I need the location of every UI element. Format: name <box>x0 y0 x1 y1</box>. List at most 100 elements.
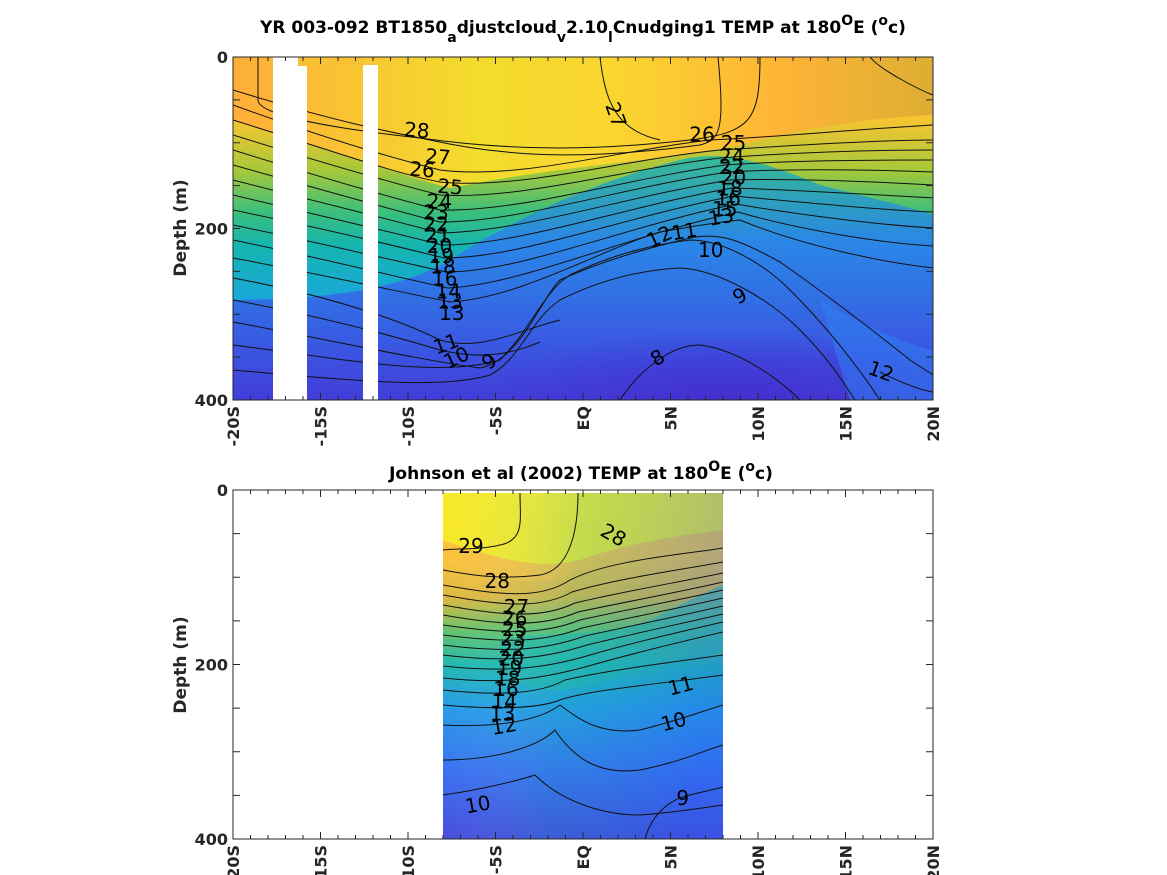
bottom-contours <box>443 493 723 839</box>
top-x-tick-labels: -20S -15S -10S -5S EQ 5N 10N 15N 20N <box>224 406 943 446</box>
contour-label: 13 <box>437 290 462 314</box>
contour-line <box>644 786 723 839</box>
x-tick-label: -10S <box>399 845 418 875</box>
contour-label: 22 <box>500 637 525 661</box>
bottom-title: Johnson et al (2002) TEMP at 180OE (oc) <box>388 459 773 484</box>
missing-data-gap <box>281 57 307 400</box>
contour-line <box>233 134 933 197</box>
x-tick-label: -20S <box>224 845 243 875</box>
contour-line <box>443 774 723 816</box>
bottom-panel: Johnson et al (2002) TEMP at 180OE (oc) <box>171 459 943 875</box>
x-tick-label: -20S <box>224 406 243 446</box>
contour-label: 26 <box>408 156 435 182</box>
contour-line <box>443 613 723 660</box>
contour-label: 27 <box>424 144 451 170</box>
x-tick-label: 15N <box>837 406 856 442</box>
contour-label: 23 <box>500 627 525 651</box>
contour-label: 13 <box>439 301 464 325</box>
x-tick-label: 5N <box>662 406 681 431</box>
contour-line <box>443 561 723 605</box>
contour-label: 27 <box>504 595 529 619</box>
contour-label: 28 <box>485 569 510 593</box>
x-tick-label: EQ <box>574 406 593 431</box>
contour-label: 18 <box>717 176 742 200</box>
contour-label: 18 <box>495 667 520 691</box>
contour-line <box>869 57 933 96</box>
x-tick-label: -15S <box>312 845 331 875</box>
y-tick-label: 400 <box>195 830 228 849</box>
contour-label: 16 <box>493 677 518 701</box>
contour-label: 24 <box>427 189 452 213</box>
contour-label: 26 <box>502 607 527 631</box>
missing-data-gap <box>307 57 363 66</box>
contour-label: 19 <box>429 244 454 268</box>
contour-label: 24 <box>719 145 744 169</box>
y-tick-label: 200 <box>195 220 228 239</box>
contour-label: 22 <box>423 212 448 236</box>
contour-label: 25 <box>721 131 746 155</box>
contour-line <box>443 674 723 709</box>
contour-label: 16 <box>716 187 741 211</box>
contour-label: 16 <box>432 266 457 290</box>
top-panel: YR 003-092 BT1850adjustcloudv2.10lCnudgi… <box>171 13 943 446</box>
contour-label: 25 <box>502 617 527 641</box>
contour-line <box>443 589 723 632</box>
contour-line <box>443 572 723 615</box>
contour-line <box>233 219 933 303</box>
contour-line <box>443 704 723 732</box>
x-tick-label: 10N <box>749 406 768 442</box>
missing-data-gap <box>363 65 378 400</box>
contour-line <box>443 493 521 551</box>
x-tick-label: 20N <box>924 406 943 442</box>
contour-line <box>879 371 933 393</box>
contour-line <box>619 344 801 400</box>
x-tick-label: -15S <box>312 406 331 446</box>
top-contours <box>233 57 933 400</box>
contour-label: 13 <box>490 702 515 726</box>
contour-line <box>233 235 933 376</box>
x-tick-label: 20N <box>924 845 943 875</box>
contour-line <box>233 119 933 184</box>
top-tick-marks <box>232 56 934 401</box>
contour-line <box>443 597 723 641</box>
contour-label: 29 <box>458 534 483 558</box>
contour-label: 11 <box>670 217 699 245</box>
contour-label: 20 <box>499 647 524 671</box>
contour-line <box>443 631 723 682</box>
y-tick-label: 200 <box>195 656 228 675</box>
contour-label: 13 <box>706 203 735 231</box>
contour-label: 19 <box>497 656 522 680</box>
bottom-field-tilt <box>443 493 723 839</box>
x-tick-label: 5N <box>662 845 681 870</box>
x-tick-label: 10N <box>749 845 768 875</box>
contour-label: 12 <box>489 712 518 740</box>
contour-label: 23 <box>423 200 448 224</box>
contour-label: 9 <box>676 786 689 810</box>
top-y-axis-label: Depth (m) <box>171 179 191 276</box>
contour-label: 25 <box>436 174 463 200</box>
contour-line <box>443 621 723 670</box>
contour-line <box>443 654 723 694</box>
contour-label: 10 <box>698 238 723 262</box>
bottom-tick-marks <box>232 489 934 840</box>
contour-label: 18 <box>430 254 455 278</box>
contour-line <box>233 267 856 400</box>
contour-line <box>443 729 723 772</box>
contour-label: 28 <box>403 117 430 143</box>
contour-line <box>233 104 933 173</box>
contour-line <box>443 581 723 624</box>
contour-label: 20 <box>427 234 452 258</box>
contour-line <box>599 57 661 141</box>
top-title: YR 003-092 BT1850adjustcloudv2.10lCnudgi… <box>259 13 906 46</box>
x-tick-label: 15N <box>837 845 856 875</box>
contour-label: 14 <box>492 689 517 713</box>
y-tick-label: 400 <box>195 391 228 410</box>
contour-label: 10 <box>463 790 492 818</box>
contour-label: 15 <box>712 197 737 221</box>
bottom-y-tick-labels: 0 200 400 <box>195 481 228 849</box>
contour-line <box>233 239 881 400</box>
contour-label: 14 <box>436 279 461 303</box>
